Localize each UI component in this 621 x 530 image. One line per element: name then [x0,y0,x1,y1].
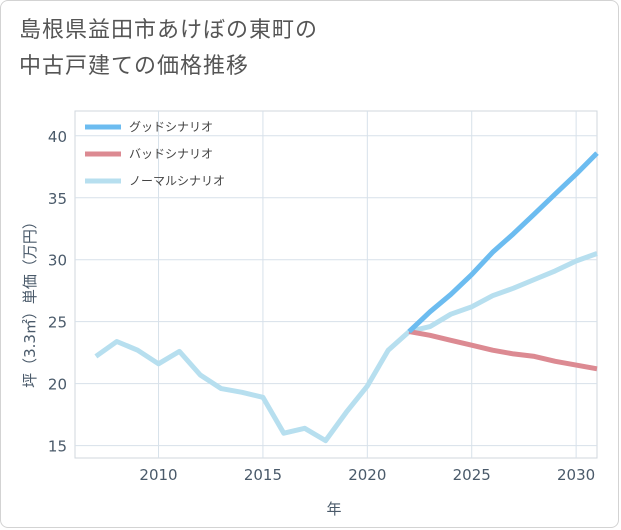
x-tick-label: 2030 [557,466,595,484]
y-tick-label: 30 [48,252,67,270]
series-line-3 [94,251,598,444]
y-axis-label: 坪（3.3㎡）単価（万円） [21,214,39,388]
y-tick-labels: 15 20 25 30 35 40 [48,128,67,456]
series-line-2 [408,329,598,372]
y-tick-label: 35 [48,190,67,208]
grid-lines [75,111,597,458]
legend-entry: バッドシナリオ [129,147,213,161]
series-line-1 [407,151,599,334]
x-tick-label: 2015 [244,466,282,484]
y-tick-label: 15 [48,438,67,456]
legend-entry: ノーマルシナリオ [129,174,225,188]
x-tick-labels: 2010 2015 2020 2025 2030 [139,466,595,484]
chart-title-line-1: 島根県益田市あけぼの東町の [19,18,319,43]
plot-area [74,110,598,459]
x-tick-label: 2010 [139,466,177,484]
chart-title-line-2: 中古戸建ての価格推移 [19,54,250,79]
x-tick-label: 2025 [453,466,491,484]
x-axis-label: 年 [326,500,341,518]
y-tick-label: 25 [48,314,67,332]
y-tick-label: 20 [48,376,67,394]
x-tick-label: 2020 [348,466,386,484]
legend-entry: グッドシナリオ [129,120,213,134]
series-lines [94,151,599,444]
y-tick-label: 40 [48,128,67,146]
chart-title: 島根県益田市あけぼの東町の 中古戸建ての価格推移 [19,13,599,85]
